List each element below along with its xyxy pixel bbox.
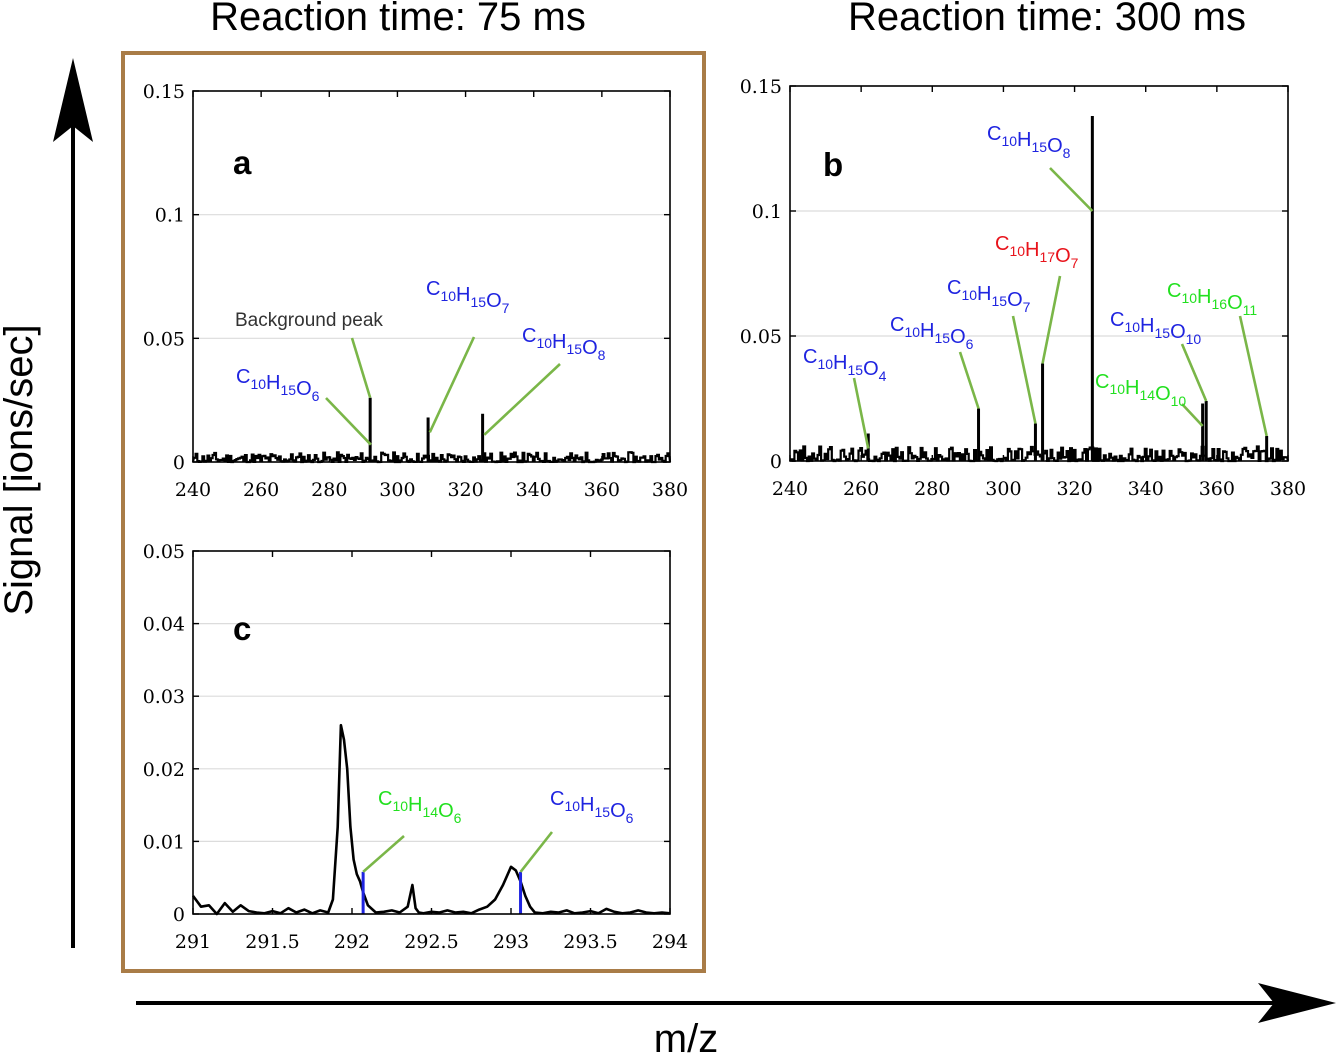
y-tick-label: 0.05 (740, 326, 782, 348)
y-tick-label: 0.01 (143, 831, 185, 853)
y-tick-label: 0.05 (143, 328, 185, 350)
x-tick-label: 340 (516, 479, 552, 501)
x-tick-label: 291.5 (245, 931, 299, 953)
y-tick-label: 0.1 (155, 205, 185, 227)
annotation-label: Background peak (235, 310, 383, 331)
annotation-leader-line (428, 336, 476, 433)
annotation-leader-line (958, 351, 980, 409)
x-tick-label: 320 (447, 479, 483, 501)
annotation-formula-blue: C10H15O6 (236, 366, 320, 404)
y-tick-label: 0.15 (740, 76, 782, 98)
x-tick-label: 360 (1199, 478, 1235, 500)
plot-box (192, 550, 671, 915)
y-tick-label: 0 (770, 451, 782, 473)
annotation-formula-blue: C10H15O6 (550, 788, 634, 826)
annotation-formula-red: C10H17O7 (995, 233, 1079, 271)
x-tick-label: 293.5 (563, 931, 617, 953)
x-tick-label: 292.5 (404, 931, 458, 953)
annotation-leader-line (1238, 315, 1268, 437)
y-tick-label: 0 (173, 904, 185, 926)
x-axis-label: m/z (654, 1017, 718, 1056)
x-tick-label: 360 (584, 479, 620, 501)
annotation-formula-green: C10H14O10 (1095, 371, 1186, 409)
annotation-leader-line (350, 337, 372, 399)
annotation-leader-line (1181, 403, 1204, 427)
annotation-formula-green: C10H16O11 (1167, 280, 1257, 318)
y-tick-label: 0.1 (752, 201, 782, 223)
annotation-leader-line (1041, 275, 1062, 364)
spectrum-line (191, 723, 671, 916)
x-tick-label: 300 (985, 478, 1021, 500)
x-tick-label: 240 (772, 478, 808, 500)
x-tick-label: 280 (914, 478, 950, 500)
annotation-formula-blue: C10H15O4 (803, 346, 887, 384)
annotation-formula-blue: C10H15O8 (522, 325, 606, 363)
annotation-formula-blue: C10H15O8 (987, 123, 1071, 161)
x-tick-label: 300 (379, 479, 415, 501)
plot-box (789, 85, 1289, 462)
annotation-formula-blue: C10H15O7 (426, 278, 510, 316)
highlight-frame (121, 51, 706, 973)
annotation-formula-green: C10H14O6 (378, 788, 462, 826)
annotation-leader-line (325, 397, 372, 446)
annotation-leader-line (1049, 167, 1094, 212)
x-tick-label: 240 (175, 479, 211, 501)
panel-label: a (233, 144, 252, 181)
baseline-noise-trace (789, 445, 1290, 463)
y-tick-label: 0.02 (143, 759, 185, 781)
annotation-leader-line (362, 835, 405, 873)
plot-box (192, 90, 671, 463)
y-axis-arrowhead (53, 58, 93, 142)
annotation-formula-blue: C10H15O10 (1110, 309, 1201, 347)
annotation-leader-line (519, 831, 554, 873)
annotation-leader-line (1180, 343, 1208, 402)
x-axis-arrowhead (1258, 983, 1336, 1023)
panel-a: 240 260 280 300 320 340 360 380 0 0.05 0.1 0.15 a Bac… (143, 81, 688, 501)
x-tick-label: 293 (493, 931, 529, 953)
baseline-noise-trace (191, 451, 672, 464)
panel-c: 291 291.5 292 292.5 293 293.5 294 0 0.01 0.02 0.03… (143, 541, 688, 953)
panel-label: c (233, 610, 251, 647)
y-tick-label: 0.05 (143, 541, 185, 563)
x-tick-label: 294 (652, 931, 688, 953)
x-tick-label: 260 (243, 479, 279, 501)
y-axis-label: Signal [ions/sec] (0, 324, 41, 615)
x-tick-label: 320 (1056, 478, 1092, 500)
x-tick-label: 380 (652, 479, 688, 501)
y-tick-label: 0 (173, 452, 185, 474)
y-tick-label: 0.15 (143, 81, 185, 103)
annotation-formula-blue: C10H15O7 (947, 277, 1031, 315)
annotation-leader-line (852, 377, 870, 449)
y-tick-label: 0.03 (143, 686, 185, 708)
x-tick-label: 292 (334, 931, 370, 953)
annotation-formula-blue: C10H15O6 (890, 314, 974, 352)
x-tick-label: 260 (843, 478, 879, 500)
x-tick-label: 340 (1128, 478, 1164, 500)
title-left: Reaction time: 75 ms (210, 0, 586, 39)
x-tick-label: 380 (1270, 478, 1306, 500)
panel-label: b (823, 146, 843, 183)
title-right: Reaction time: 300 ms (848, 0, 1246, 39)
annotation-leader-line (483, 363, 561, 436)
x-tick-label: 291 (175, 931, 211, 953)
annotation-leader-line (1011, 315, 1037, 424)
y-tick-label: 0.04 (143, 614, 185, 636)
x-tick-label: 280 (311, 479, 347, 501)
panel-b: 240 260 280 300 320 340 360 380 0 0.05 0.1 0.15 b C10… (740, 76, 1306, 500)
